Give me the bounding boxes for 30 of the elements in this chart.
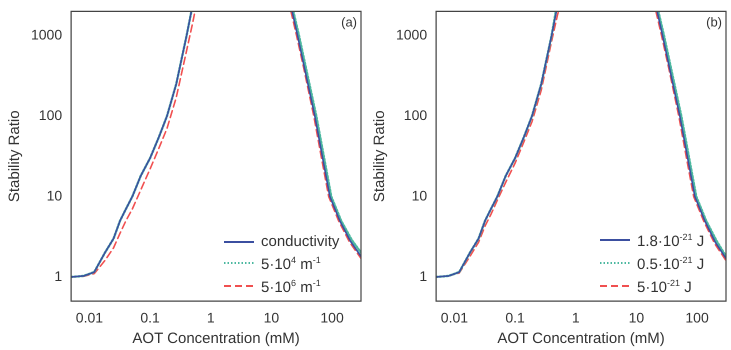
annotation: (b) <box>706 14 722 30</box>
x-tick-label: 0.01 <box>76 309 104 326</box>
y-tick-label: 10 <box>46 187 62 204</box>
y-tick-label: 1000 <box>30 26 62 42</box>
legend-label: 5·10$^{6}$ m$^{-1}$ <box>261 277 321 298</box>
legend-label: 5·10$^{4}$ m$^{-1}$ <box>261 254 321 274</box>
y-tick-label: 100 <box>404 106 428 123</box>
y-tick-label: 10 <box>412 187 428 204</box>
y-tick-label: 100 <box>38 106 62 123</box>
legend-label: 5·10$^{-21}$ J <box>637 277 692 298</box>
x-tick-label: 1 <box>572 309 580 326</box>
legend-label: 0.5·10$^{-21}$ J <box>637 254 704 274</box>
y-axis-title: Stability Ratio <box>6 110 24 202</box>
x-tick-label: 100 <box>685 309 709 326</box>
x-axis-title: AOT Concentration (mM) <box>497 330 665 348</box>
x-tick-label: 10 <box>264 309 280 326</box>
x-tick-label: 10 <box>628 309 644 326</box>
legend-label: 1.8·10$^{-21}$ J <box>637 231 704 252</box>
y-tick-label: 1 <box>419 268 428 284</box>
x-tick-label: 100 <box>320 309 344 326</box>
y-tick-label: 1000 <box>396 26 428 42</box>
x-tick-label: 1 <box>206 309 215 326</box>
x-tick-label: 0.1 <box>505 309 526 326</box>
x-tick-label: 0.1 <box>140 309 160 326</box>
annotation: (a) <box>341 14 357 30</box>
legend-label: conductivity <box>261 232 340 252</box>
x-tick-label: 0.01 <box>440 309 468 326</box>
y-tick-label: 1 <box>54 268 62 284</box>
y-axis-title: Stability Ratio <box>371 110 388 202</box>
x-axis-title: AOT Concentration (mM) <box>132 330 300 348</box>
